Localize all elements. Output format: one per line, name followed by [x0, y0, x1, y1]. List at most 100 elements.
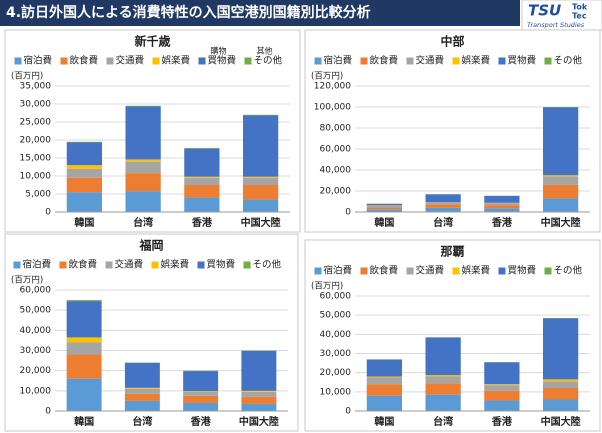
bar-segment [484, 400, 520, 411]
bar-segment [66, 378, 102, 411]
legend-label: 買物費 [508, 55, 537, 67]
y-tick-label: 30,000 [320, 349, 352, 359]
x-tick-label: 韓国 [374, 415, 394, 428]
bar-segment [184, 147, 220, 149]
x-tick-label: 韓国 [74, 216, 94, 229]
legend-swatch [498, 57, 506, 65]
logo-box [521, 0, 602, 31]
legend-swatch [152, 57, 160, 65]
y-tick-label: 60,000 [320, 292, 352, 302]
bar-segment [484, 195, 520, 203]
x-tick-label: 香港 [492, 216, 513, 229]
legend-label: 交通費 [416, 265, 445, 277]
legend-label: 交通費 [115, 259, 144, 271]
bar-segment [484, 362, 520, 385]
bar-segment [543, 318, 579, 380]
legend-label: 買物費 [208, 55, 237, 67]
legend-label: その他 [253, 259, 282, 271]
legend-swatch [360, 57, 368, 65]
bar-segment [124, 363, 160, 388]
bar-segment [543, 176, 579, 185]
legend-label: 宿泊費 [24, 55, 53, 67]
y-tick-label: 40,000 [320, 330, 352, 340]
bar-segment [543, 107, 579, 176]
y-tick-label: 20,000 [320, 368, 352, 378]
bar-segment [543, 175, 579, 177]
bar-segment [125, 161, 161, 174]
legend-swatch [544, 57, 552, 65]
legend-label: 飲食費 [70, 55, 99, 67]
x-tick-label: 中国大陸 [541, 216, 581, 229]
legend-swatch [243, 261, 251, 269]
bar-segment [66, 301, 102, 338]
chart-title: 福岡 [138, 238, 163, 253]
legend-swatch [406, 57, 414, 65]
bar-segment [484, 208, 520, 212]
bar-segment [366, 203, 402, 206]
legend-label: 娯楽費 [162, 55, 191, 67]
bar-segment [366, 377, 402, 385]
bar-segment [66, 142, 102, 166]
x-tick-label: 香港 [192, 216, 213, 229]
legend-swatch [498, 267, 506, 275]
bar-segment [543, 388, 579, 400]
legend-label: その他 [554, 265, 583, 277]
annotation: 其他 [257, 46, 273, 56]
y-tick-label: 0 [45, 208, 51, 218]
bar-segment [66, 141, 102, 143]
bar-segment [425, 204, 461, 208]
y-tick-label: 20,000 [320, 187, 352, 197]
bar-segment [425, 207, 461, 212]
annotation: 購物 [211, 46, 227, 56]
bar-segment [66, 354, 102, 379]
legend-label: その他 [254, 55, 283, 67]
bar-segment [425, 202, 461, 205]
bar-segment [124, 393, 160, 401]
legend-label: 娯楽費 [462, 55, 491, 67]
bar-segment [125, 191, 161, 212]
bar-segment [66, 165, 102, 169]
legend-label: 宿泊費 [324, 55, 353, 67]
x-tick-label: 香港 [492, 415, 513, 428]
bar-segment [366, 359, 402, 377]
bar-segment [241, 396, 277, 404]
y-tick-label: 40,000 [320, 166, 352, 176]
legend-swatch [13, 261, 21, 269]
y-tick-label: 0 [45, 407, 51, 417]
y-tick-label: 80,000 [320, 124, 352, 134]
y-tick-label: 50,000 [20, 306, 52, 316]
legend-label: 娯楽費 [161, 259, 190, 271]
x-tick-label: 韓国 [374, 216, 394, 229]
y-tick-label: 10,000 [320, 387, 352, 397]
y-axis-unit: (百万円) [11, 276, 43, 286]
x-tick-label: 中国大陸 [541, 415, 581, 428]
y-tick-label: 0 [345, 208, 351, 218]
y-tick-label: 30,000 [20, 100, 52, 110]
bar-segment [243, 114, 279, 116]
legend-swatch [452, 57, 460, 65]
bar-segment [241, 390, 277, 392]
legend-label: 買物費 [207, 259, 236, 271]
bar-segment [484, 205, 520, 209]
x-tick-label: 台湾 [433, 216, 453, 229]
legend-swatch [452, 267, 460, 275]
legend-label: 宿泊費 [324, 265, 353, 277]
bar-segment [241, 391, 277, 397]
bar-segment [484, 390, 520, 401]
bar-segment [366, 207, 402, 210]
y-tick-label: 50,000 [320, 311, 352, 321]
logo-text: Tec [572, 12, 587, 21]
bar-segment [66, 342, 102, 355]
header-title: 4.訪日外国人による消費特性の入国空港別国籍別比較分析 [6, 4, 371, 21]
legend-label: その他 [554, 55, 583, 67]
legend-label: 交通費 [116, 55, 145, 67]
bar-segment [184, 185, 220, 198]
y-tick-label: 60,000 [20, 286, 52, 296]
bar-segment [543, 184, 579, 199]
bar-segment [125, 106, 161, 160]
bar-segment [183, 395, 219, 403]
y-tick-label: 20,000 [20, 136, 52, 146]
x-tick-label: 中国大陸 [239, 415, 279, 428]
y-tick-label: 20,000 [20, 366, 52, 376]
bar-segment [183, 391, 219, 392]
